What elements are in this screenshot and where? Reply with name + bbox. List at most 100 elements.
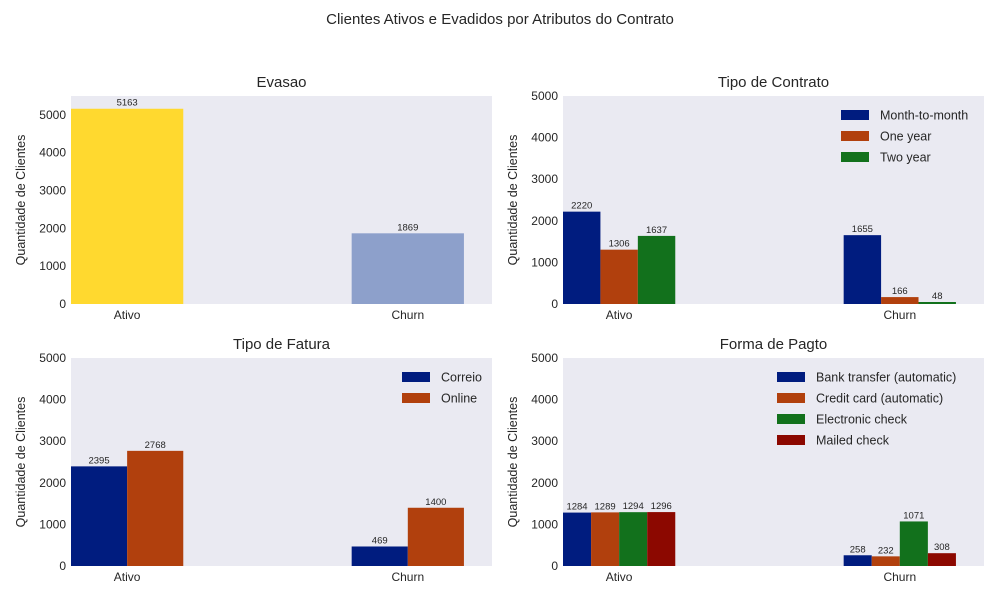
bar — [71, 108, 184, 305]
legend-swatch — [402, 393, 430, 403]
y-axis-label: Quantidade de Clientes — [506, 397, 520, 528]
y-tick-label: 2000 — [39, 476, 66, 490]
y-tick-label: 5000 — [39, 108, 66, 122]
bar-value-label: 1869 — [397, 222, 418, 233]
bar — [127, 450, 184, 566]
y-tick-label: 5000 — [531, 89, 558, 103]
legend-swatch — [777, 414, 805, 424]
legend-swatch — [841, 110, 869, 120]
bar — [881, 297, 919, 304]
bar-value-label: 5163 — [117, 98, 138, 109]
bar-value-label: 1296 — [651, 501, 672, 512]
legend-label: Credit card (automatic) — [816, 392, 943, 406]
legend-swatch — [841, 131, 869, 141]
y-tick-label: 1000 — [531, 517, 558, 531]
legend-label: Correio — [441, 371, 482, 385]
bar-value-label: 1637 — [646, 225, 667, 236]
legend-label: Electronic check — [816, 413, 908, 427]
bar — [918, 302, 956, 304]
chart-panel: Forma de Pagto Quantidade de Clientes 0 100… — [506, 336, 984, 584]
legend-swatch — [777, 393, 805, 403]
legend-label: Mailed check — [816, 434, 890, 448]
legend-label: Two year — [880, 151, 931, 165]
y-tick-label: 3000 — [39, 184, 66, 198]
bar — [927, 553, 956, 566]
legend-label: Bank transfer (automatic) — [816, 371, 956, 385]
bar-value-label: 1306 — [609, 239, 630, 250]
legend-swatch — [402, 372, 430, 382]
bar-value-label: 232 — [878, 545, 894, 556]
y-tick-label: 0 — [59, 559, 66, 573]
chart-panel: Evasao Quantidade de Clientes 0 1000 2000 300… — [14, 74, 492, 322]
bar — [351, 233, 464, 304]
y-tick-label: 2000 — [531, 214, 558, 228]
x-tick-label: Ativo — [606, 570, 633, 584]
bar — [563, 512, 592, 566]
x-tick-label: Churn — [883, 570, 916, 584]
legend-label: Month-to-month — [880, 109, 968, 123]
y-tick-label: 0 — [551, 297, 558, 311]
y-tick-label: 0 — [551, 559, 558, 573]
chart-panel: Tipo de Fatura Quantidade de Clientes 0 100… — [14, 336, 492, 584]
y-tick-label: 0 — [59, 297, 66, 311]
bar-value-label: 1289 — [595, 501, 616, 512]
bar-value-label: 1071 — [903, 510, 924, 521]
bar-value-label: 1400 — [425, 497, 446, 508]
bar — [600, 249, 638, 304]
y-axis-label: Quantidade de Clientes — [506, 135, 520, 266]
y-tick-label: 3000 — [531, 172, 558, 186]
bar-value-label: 258 — [850, 544, 866, 555]
legend-swatch — [841, 152, 869, 162]
figure-title: Clientes Ativos e Evadidos por Atributos… — [326, 11, 674, 28]
y-tick-label: 1000 — [531, 255, 558, 269]
panel-title: Tipo de Fatura — [233, 336, 331, 353]
y-axis-label: Quantidade de Clientes — [14, 135, 28, 266]
panel-title: Evasao — [256, 74, 306, 91]
bar — [843, 555, 872, 566]
y-tick-label: 3000 — [39, 434, 66, 448]
bar-value-label: 1294 — [623, 501, 644, 512]
x-tick-label: Ativo — [114, 308, 141, 322]
y-tick-label: 4000 — [39, 146, 66, 160]
bar — [871, 556, 900, 566]
bar — [591, 512, 620, 566]
bar — [637, 235, 676, 304]
bar — [407, 507, 464, 566]
bar-value-label: 1655 — [852, 224, 873, 235]
x-tick-label: Churn — [391, 570, 424, 584]
bar — [71, 466, 128, 566]
bar — [619, 512, 648, 566]
y-tick-label: 2000 — [39, 221, 66, 235]
x-tick-label: Ativo — [606, 308, 633, 322]
bar — [843, 235, 882, 304]
panel-title: Tipo de Contrato — [718, 74, 829, 91]
y-axis-label: Quantidade de Clientes — [14, 397, 28, 528]
bar — [351, 546, 408, 566]
bar-value-label: 2220 — [571, 201, 592, 212]
bar — [647, 512, 676, 566]
x-tick-label: Churn — [391, 308, 424, 322]
bar-value-label: 2768 — [145, 440, 166, 451]
y-tick-label: 1000 — [39, 259, 66, 273]
bar-value-label: 48 — [932, 291, 943, 302]
y-tick-label: 1000 — [39, 517, 66, 531]
y-tick-label: 2000 — [531, 476, 558, 490]
bar — [563, 211, 601, 304]
y-tick-label: 4000 — [531, 131, 558, 145]
bar-value-label: 166 — [892, 286, 908, 297]
legend-swatch — [777, 435, 805, 445]
panel-title: Forma de Pagto — [720, 336, 828, 353]
y-tick-label: 4000 — [39, 393, 66, 407]
y-tick-label: 5000 — [39, 351, 66, 365]
y-tick-label: 5000 — [531, 351, 558, 365]
bar-value-label: 1284 — [566, 502, 587, 513]
bar-value-label: 469 — [372, 535, 388, 546]
x-tick-label: Churn — [883, 308, 916, 322]
legend-label: One year — [880, 130, 931, 144]
legend-swatch — [777, 372, 805, 382]
bar — [899, 521, 928, 566]
y-tick-label: 3000 — [531, 434, 558, 448]
x-tick-label: Ativo — [114, 570, 141, 584]
bar-value-label: 2395 — [88, 455, 109, 466]
